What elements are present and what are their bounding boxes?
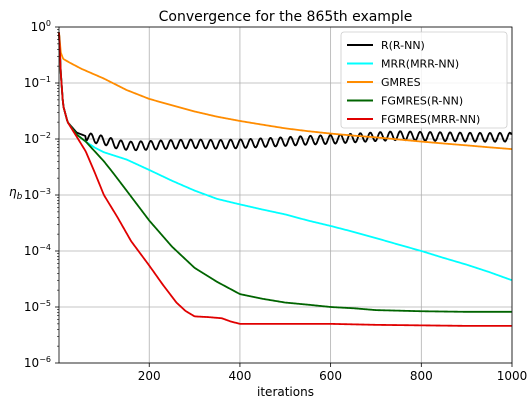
x-tick-label: 800 (410, 369, 433, 383)
y-tick-label: 100 (31, 19, 51, 34)
legend-label: GMRES (381, 76, 421, 89)
legend: R(R-NN) MRR(MRR-NN) GMRES FGMRES(R-NN) FGMRE… (340, 31, 508, 129)
legend-label: MRR(MRR-NN) (381, 58, 459, 71)
x-tick-label: 400 (228, 369, 251, 383)
legend-box (340, 31, 508, 129)
y-axis-label-main: η (9, 185, 17, 199)
y-axis: 10−6 10−5 10−4 10−3 10−2 10−1 100 (24, 19, 59, 370)
x-tick-label: 1000 (497, 369, 528, 383)
y-tick-label: 10−3 (24, 187, 51, 202)
x-axis: 200 400 600 800 1000 (138, 363, 527, 383)
series-line (58, 32, 512, 281)
legend-label: R(R-NN) (381, 39, 425, 52)
y-tick-label: 10−5 (24, 299, 51, 314)
series-line (58, 32, 512, 313)
y-tick-label: 10−4 (24, 243, 51, 258)
y-tick-label: 10−2 (24, 131, 51, 146)
legend-label: FGMRES(MRR-NN) (381, 113, 480, 126)
y-tick-label: 10−1 (24, 75, 51, 90)
legend-entries: R(R-NN) MRR(MRR-NN) GMRES FGMRES(R-NN) FGMRE… (347, 39, 480, 126)
y-axis-label: ηb (9, 185, 23, 202)
y-tick-label: 10−6 (24, 355, 51, 370)
x-axis-label: iterations (257, 385, 314, 399)
chart-title: Convergence for the 865th example (159, 9, 413, 25)
legend-label: FGMRES(R-NN) (381, 95, 463, 108)
y-axis-label-sub: b (17, 192, 23, 202)
x-tick-label: 600 (319, 369, 342, 383)
x-tick-label: 200 (138, 369, 161, 383)
series-line (58, 32, 512, 150)
series-line (58, 32, 513, 152)
series-line (58, 32, 512, 327)
series-layer (58, 32, 513, 327)
